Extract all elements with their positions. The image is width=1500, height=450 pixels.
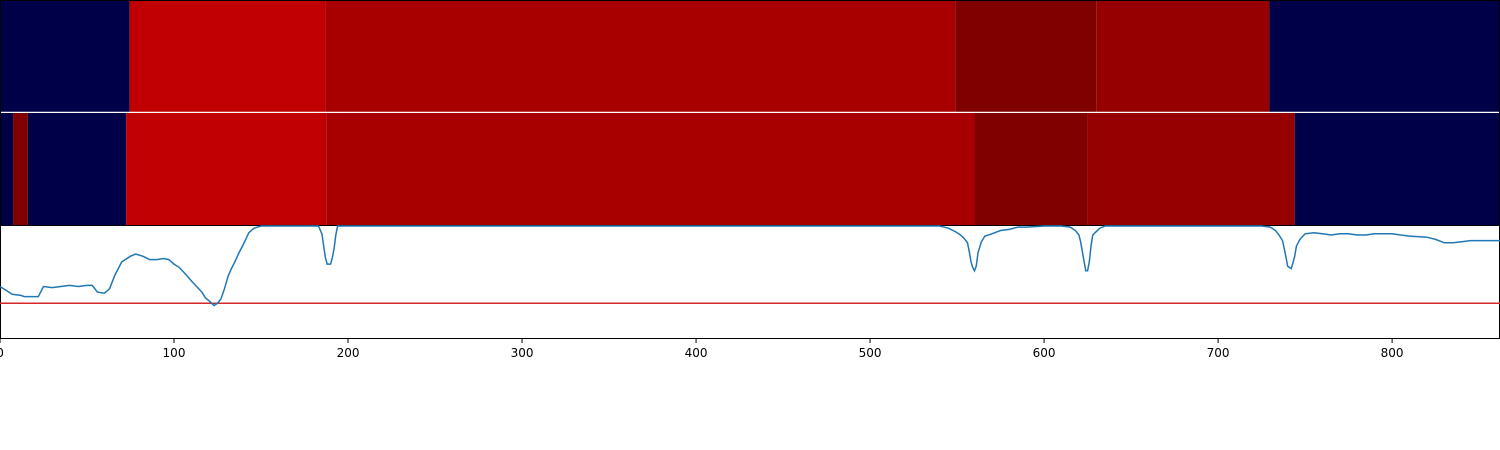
heatmap-segment: [326, 113, 975, 225]
heatmap-segment: [27, 113, 127, 225]
heatmap-segment: [0, 113, 14, 225]
x-axis: 0 100 200 300 400 500 600 700 800: [0, 338, 1404, 360]
heatmap-segment: [129, 0, 326, 112]
x-tick-label: 500: [859, 346, 882, 360]
x-tick-label: 400: [685, 346, 708, 360]
line-panel-frame: [0, 225, 1500, 339]
heatmap-row-1: [0, 0, 1500, 112]
heatmap-segment: [955, 0, 1097, 112]
x-tick-label: 700: [1207, 346, 1230, 360]
heatmap-segment: [126, 113, 327, 225]
heatmap-segment: [1269, 0, 1500, 112]
x-tick-label: 600: [1033, 346, 1056, 360]
x-tick-label: 200: [337, 346, 360, 360]
heatmap-segment: [1294, 113, 1500, 225]
line-panel: [0, 225, 1500, 339]
heatmap-segment: [1087, 113, 1295, 225]
x-tick-label: 300: [511, 346, 534, 360]
series-line: [0, 225, 1500, 307]
heatmap-row-2: [0, 113, 1500, 225]
heatmap-segment: [0, 0, 130, 112]
x-tick-label: 800: [1381, 346, 1404, 360]
heatmap-segment: [13, 113, 28, 225]
heatmap-segment: [974, 113, 1088, 225]
heatmap-segment: [1096, 0, 1270, 112]
x-tick-label: 100: [163, 346, 186, 360]
x-tick-label: 0: [0, 346, 4, 360]
heatmap-segment: [325, 0, 956, 112]
